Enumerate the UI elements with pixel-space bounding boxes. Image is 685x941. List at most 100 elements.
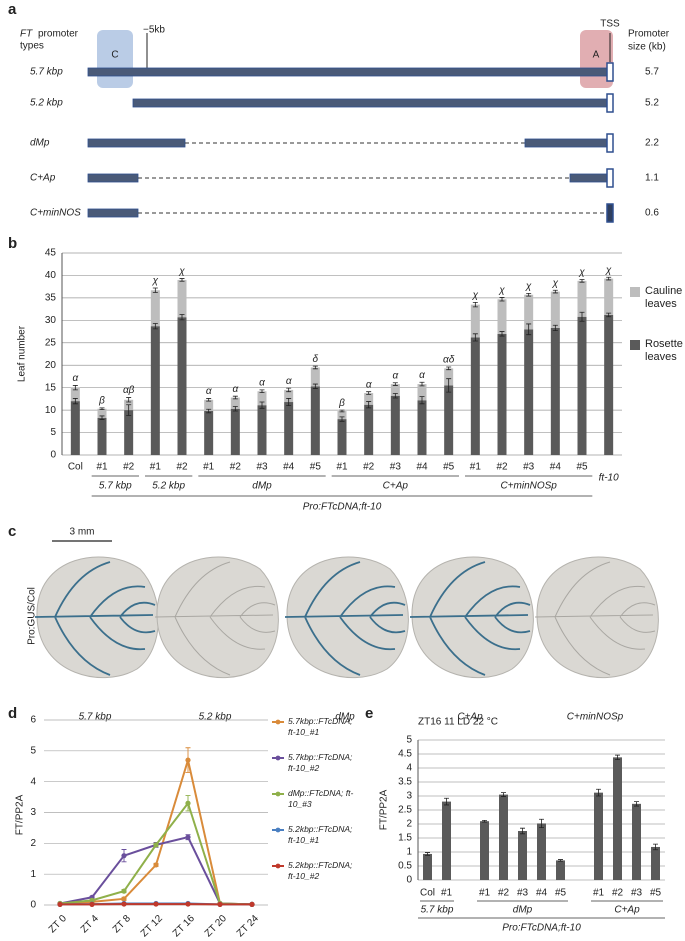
error-bar: [526, 323, 532, 336]
bar-rosette: [604, 314, 614, 455]
x-tick-label: ZT 16: [171, 913, 197, 939]
tss-box: [606, 93, 614, 113]
significance-label: α: [232, 384, 238, 395]
leaf-label: dMp: [335, 712, 355, 723]
legend-marker: [275, 863, 281, 869]
y-tick-label: 10: [45, 405, 57, 416]
region-label: C: [111, 50, 118, 61]
bar-cauline: [417, 384, 427, 401]
promoter-segment: [569, 173, 608, 183]
bar-rosette: [310, 386, 320, 455]
bar-cauline: [497, 299, 507, 334]
y-axis-label: FT/PP2A: [379, 789, 390, 830]
error-bar: [206, 398, 212, 402]
x-tick-label: #4: [550, 462, 562, 473]
legend-marker: [275, 755, 281, 761]
point: [121, 896, 127, 902]
row-size: 5.7: [645, 67, 659, 78]
point: [185, 800, 191, 806]
tss-box: [606, 133, 614, 153]
bar-rosette: [124, 410, 134, 455]
panel-label: d: [8, 705, 17, 722]
panel-label: b: [8, 235, 17, 252]
bar-cauline: [150, 290, 160, 327]
y-axis-label: Leaf number: [17, 325, 28, 382]
row-name: 5.2 kbp: [30, 98, 63, 109]
significance-label: α: [206, 386, 212, 397]
x-tick-label: #1: [593, 888, 605, 899]
panel-label: a: [8, 1, 17, 18]
significance-label: χ: [178, 266, 185, 277]
promoter-segment: [87, 208, 139, 218]
bar-cauline: [284, 389, 294, 403]
y-tick-label: 5: [30, 745, 36, 756]
row-name: C+minNOS: [30, 208, 81, 219]
point: [57, 901, 63, 907]
significance-label: αβ: [123, 385, 135, 396]
tss-label: TSS: [600, 19, 620, 30]
error-bar: [232, 406, 238, 412]
error-bar: [152, 323, 158, 330]
error-bar: [179, 278, 185, 282]
error-bar: [259, 389, 265, 394]
x-tick-label: ZT 8: [111, 913, 133, 935]
promoter-segment: [132, 98, 608, 108]
bar-rosette: [284, 402, 294, 455]
tss-box: [606, 168, 614, 188]
x-tick-label: #1: [336, 462, 348, 473]
point: [249, 901, 255, 907]
bar-rosette: [97, 417, 107, 455]
bar: [423, 853, 432, 880]
error-bar: [232, 395, 238, 400]
x-tick-label: #2: [230, 462, 242, 473]
marker-label: −5kb: [143, 25, 165, 36]
error-bar: [615, 754, 620, 760]
x-tick-label: #1: [203, 462, 215, 473]
y-tick-label: 1: [30, 869, 36, 880]
x-tick-label: #2: [498, 888, 510, 899]
y-tick-label: 5: [50, 427, 56, 438]
y-tick-label: 4: [30, 776, 36, 787]
x-tick-label: ft-10: [599, 473, 619, 484]
significance-label: χ: [152, 276, 159, 287]
error-bar: [425, 852, 430, 856]
error-bar: [259, 401, 265, 409]
significance-label: αδ: [443, 355, 455, 366]
header: FT: [20, 29, 33, 40]
size-header: Promoter: [628, 29, 670, 40]
error-bar: [446, 366, 452, 371]
significance-label: α: [419, 370, 425, 381]
x-tick-label: #4: [283, 462, 295, 473]
point: [121, 853, 127, 859]
bar-rosette: [364, 404, 374, 455]
leaf-veins: [34, 561, 156, 676]
x-tick-label: #4: [416, 462, 428, 473]
error-bar: [558, 859, 563, 862]
x-axis-label: Pro:FTcDNA;ft-10: [303, 502, 382, 513]
legend-label: Rosette leaves: [645, 338, 683, 363]
x-tick-label: #3: [390, 462, 402, 473]
error-bar: [499, 297, 505, 302]
error-bar: [501, 792, 506, 797]
y-tick-label: 0.5: [398, 861, 412, 872]
x-tick-label: ZT 24: [235, 913, 261, 939]
bar-rosette: [497, 333, 507, 455]
error-bar: [552, 324, 558, 332]
point: [121, 901, 127, 907]
bar-cauline: [230, 397, 240, 409]
significance-label: χ: [552, 278, 559, 289]
x-tick-label: #5: [650, 888, 662, 899]
y-tick-label: 40: [45, 270, 57, 281]
error-bar: [152, 287, 158, 293]
error-bar: [552, 289, 558, 294]
bar-rosette: [230, 408, 240, 455]
legend-swatch: [630, 340, 640, 350]
x-tick-label: #4: [536, 888, 548, 899]
bar: [442, 801, 451, 880]
bar-rosette: [417, 400, 427, 455]
panel-label: e: [365, 705, 373, 722]
significance-label: χ: [472, 290, 479, 301]
significance-label: α: [259, 378, 265, 389]
bar-rosette: [204, 411, 214, 455]
